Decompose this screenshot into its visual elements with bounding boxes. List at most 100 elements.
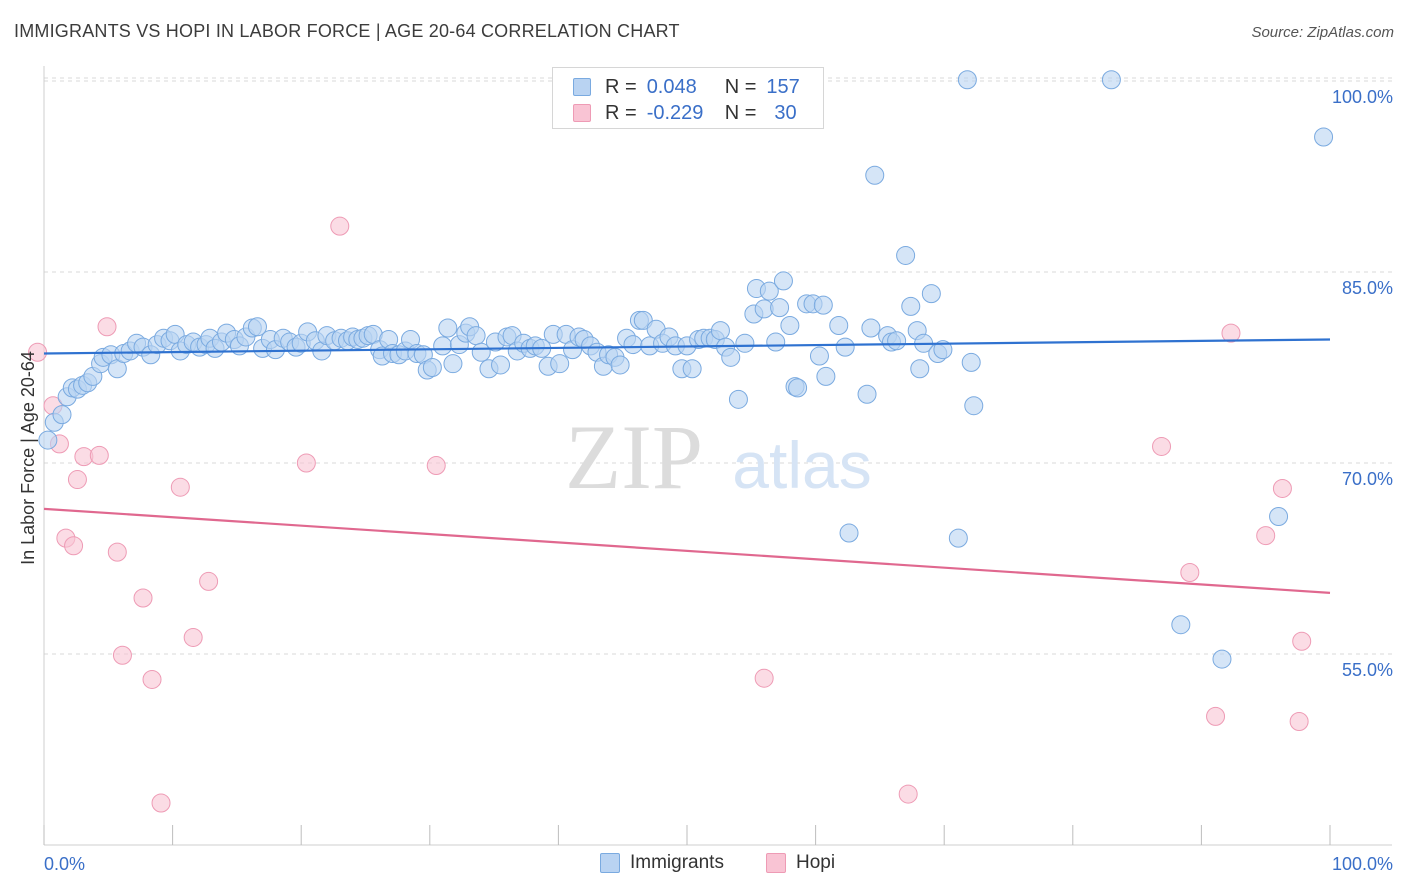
- x-tick-label: 0.0%: [44, 854, 85, 874]
- immigrants-points: [38, 70, 1334, 669]
- hopi-point: [64, 536, 84, 556]
- immigrants-point: [788, 378, 808, 398]
- hopi-point: [1289, 711, 1309, 731]
- hopi-trend-line: [43, 507, 1331, 594]
- y-axis-label: In Labor Force | Age 20-64: [18, 351, 38, 565]
- immigrants-point: [433, 336, 453, 356]
- y-tick-label: 100.0%: [1332, 87, 1393, 107]
- immigrants-point: [961, 352, 981, 372]
- immigrants-point: [887, 331, 907, 351]
- immigrants-point: [1212, 649, 1232, 669]
- immigrants-point: [550, 354, 570, 374]
- trend-layer: [43, 338, 1331, 594]
- series-legend-label: Immigrants: [630, 852, 724, 873]
- immigrants-point: [610, 355, 630, 375]
- immigrants-point: [766, 332, 786, 352]
- hopi-point: [1256, 526, 1276, 546]
- hopi-point: [89, 445, 109, 465]
- immigrants-trend-line: [43, 338, 1331, 355]
- immigrants-swatch: [600, 853, 620, 873]
- immigrants-point: [857, 384, 877, 404]
- hopi-point: [107, 542, 127, 562]
- legend-n-value: 30: [774, 101, 797, 124]
- immigrants-point: [721, 347, 741, 367]
- immigrants-point: [865, 165, 885, 185]
- immigrants-point: [964, 396, 984, 416]
- immigrants-point: [491, 355, 511, 375]
- chart-title: IMMIGRANTS VS HOPI IN LABOR FORCE | AGE …: [14, 21, 680, 41]
- hopi-point: [754, 668, 774, 688]
- legend-n-label: N =: [724, 101, 757, 124]
- legend-r-value: -0.229: [646, 101, 704, 124]
- hopi-point: [330, 216, 350, 236]
- legend-n-value: 157: [766, 75, 800, 98]
- hopi-point: [151, 793, 171, 813]
- immigrants-point: [933, 340, 953, 360]
- immigrants-point: [1171, 615, 1191, 635]
- series-legend: Immigrants Hopi: [0, 850, 1406, 880]
- legend-r-value: 0.048: [646, 75, 697, 98]
- hopi-point: [1272, 478, 1292, 498]
- immigrants-point: [247, 317, 267, 337]
- hopi-point: [112, 645, 132, 665]
- immigrants-point: [896, 245, 916, 265]
- immigrants-point: [735, 333, 755, 353]
- hopi-swatch: [766, 853, 786, 873]
- legend-r-label: R =: [605, 101, 637, 124]
- series-legend-label: Hopi: [796, 852, 836, 873]
- hopi-point: [183, 627, 203, 647]
- hopi-point: [97, 317, 117, 337]
- immigrants-point: [780, 315, 800, 335]
- series-legend-hopi[interactable]: Hopi: [766, 852, 835, 874]
- immigrants-point: [422, 358, 442, 377]
- legend-row-hopi: R = -0.229 N = 30: [573, 101, 797, 125]
- y-tick-label: 85.0%: [1342, 278, 1393, 298]
- hopi-point: [296, 453, 316, 473]
- watermark-zip: ZIP: [565, 406, 703, 508]
- immigrants-point: [438, 318, 458, 338]
- axes-layer: [43, 66, 1392, 846]
- immigrants-point: [770, 298, 790, 318]
- hopi-point: [426, 456, 446, 476]
- hopi-point: [1221, 323, 1241, 343]
- hopi-point: [1152, 436, 1172, 456]
- immigrants-point: [921, 284, 941, 304]
- watermark-atlas: atlas: [732, 428, 871, 502]
- immigrants-point: [773, 271, 793, 291]
- immigrants-point: [813, 295, 833, 315]
- immigrants-point: [682, 359, 702, 379]
- hopi-point: [142, 669, 162, 689]
- immigrants-point: [38, 430, 58, 450]
- hopi-point: [28, 342, 48, 362]
- immigrants-point: [1101, 70, 1121, 90]
- legend-r-label: R =: [605, 75, 637, 98]
- correlation-legend: R = 0.048 N = 157 R = -0.229 N = 30: [552, 67, 824, 129]
- series-legend-immigrants[interactable]: Immigrants: [600, 852, 724, 874]
- legend-n-label: N =: [724, 75, 757, 98]
- label-layer: 55.0% 70.0% 85.0% 100.0% 0.0% 100.0% In Labor …: [18, 87, 1393, 874]
- immigrants-point: [809, 346, 829, 366]
- immigrants-point: [816, 366, 836, 386]
- hopi-point: [1292, 631, 1312, 651]
- immigrants-point: [1314, 127, 1334, 147]
- immigrants-point: [443, 354, 463, 374]
- immigrants-point: [710, 321, 730, 341]
- immigrants-point: [623, 335, 643, 355]
- immigrants-point: [839, 523, 859, 543]
- hopi-point: [898, 784, 918, 804]
- hopi-point: [170, 477, 190, 497]
- hopi-point: [133, 588, 153, 608]
- hopi-point: [67, 470, 87, 490]
- y-tick-label: 70.0%: [1342, 469, 1393, 489]
- x-tick-label: 100.0%: [1332, 854, 1393, 874]
- y-tick-label: 55.0%: [1342, 660, 1393, 680]
- immigrants-swatch: [573, 78, 591, 96]
- immigrants-point: [466, 326, 486, 346]
- immigrants-point: [759, 281, 779, 301]
- immigrants-point: [1269, 506, 1289, 526]
- immigrants-point: [910, 359, 930, 379]
- hopi-point: [1180, 563, 1200, 583]
- immigrants-point: [861, 318, 881, 338]
- watermark: ZIP atlas: [565, 406, 872, 508]
